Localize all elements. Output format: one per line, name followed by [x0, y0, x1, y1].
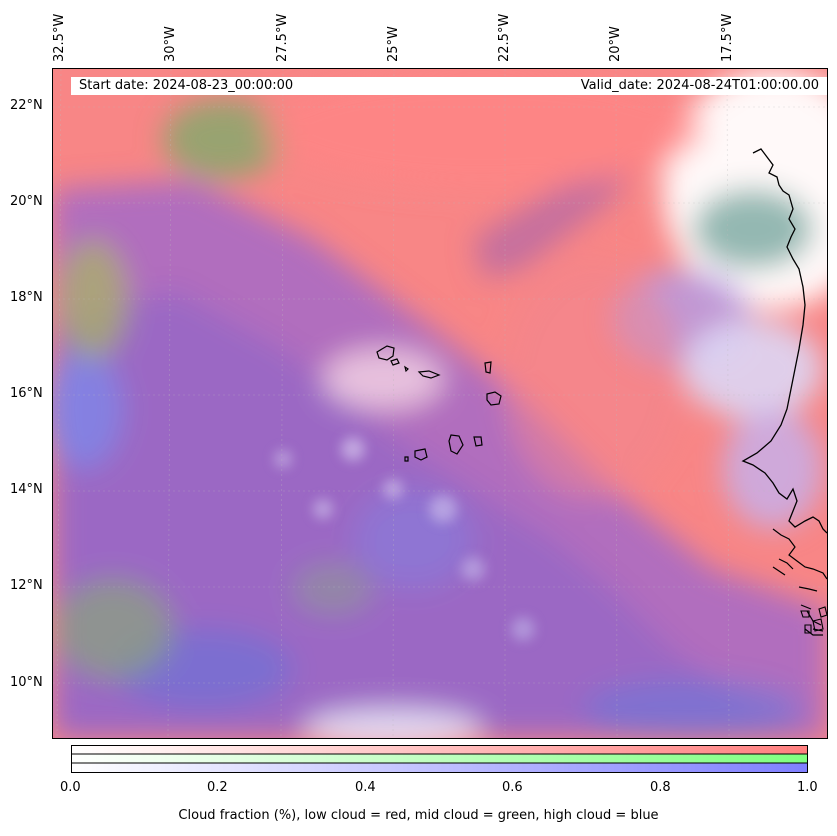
latitude-label: 12°N	[10, 578, 43, 593]
colorbar-tick: 0.4	[355, 780, 376, 795]
colorbar	[71, 745, 808, 773]
map-panel[interactable]: Start date: 2024-08-23_00:00:00 Valid_da…	[52, 68, 828, 739]
latitude-label: 22°N	[10, 98, 43, 113]
latitude-label: 20°N	[10, 194, 43, 209]
cape-verde-islands	[376, 345, 502, 462]
colorbar-tick: 0.8	[650, 780, 671, 795]
colorbar-low-cloud	[71, 745, 808, 754]
valid-date-label: Valid_date: 2024-08-24T01:00:00.00	[580, 78, 819, 93]
bijagos-islands	[800, 606, 827, 634]
colorbar-title: Cloud fraction (%), low cloud = red, mid…	[178, 808, 659, 823]
start-date-label: Start date: 2024-08-23_00:00:00	[79, 78, 294, 93]
colorbar-tick: 0.6	[502, 780, 523, 795]
graticule	[53, 69, 827, 738]
colorbar-tick: 0.0	[60, 780, 81, 795]
colorbar-high-cloud	[71, 763, 808, 773]
longitude-label: 27.5°W	[275, 13, 290, 62]
cloud-fraction-map	[53, 69, 827, 738]
longitude-label: 25°W	[386, 26, 401, 62]
colorbar-tick: 0.2	[207, 780, 228, 795]
latitude-label: 14°N	[10, 482, 43, 497]
latitude-label: 18°N	[10, 290, 43, 305]
longitude-label: 22.5°W	[497, 13, 512, 62]
cloud-speckles	[274, 437, 535, 641]
date-banner: Start date: 2024-08-23_00:00:00 Valid_da…	[71, 77, 827, 95]
longitude-label: 32.5°W	[52, 13, 67, 62]
longitude-label: 30°W	[163, 26, 178, 62]
longitude-label: 17.5°W	[720, 13, 735, 62]
latitude-label: 10°N	[10, 675, 43, 690]
longitude-label: 20°W	[608, 26, 623, 62]
africa-coastline	[741, 148, 827, 534]
latitude-label: 16°N	[10, 386, 43, 401]
colorbar-tick: 1.0	[797, 780, 818, 795]
colorbar-mid-cloud	[71, 754, 808, 763]
